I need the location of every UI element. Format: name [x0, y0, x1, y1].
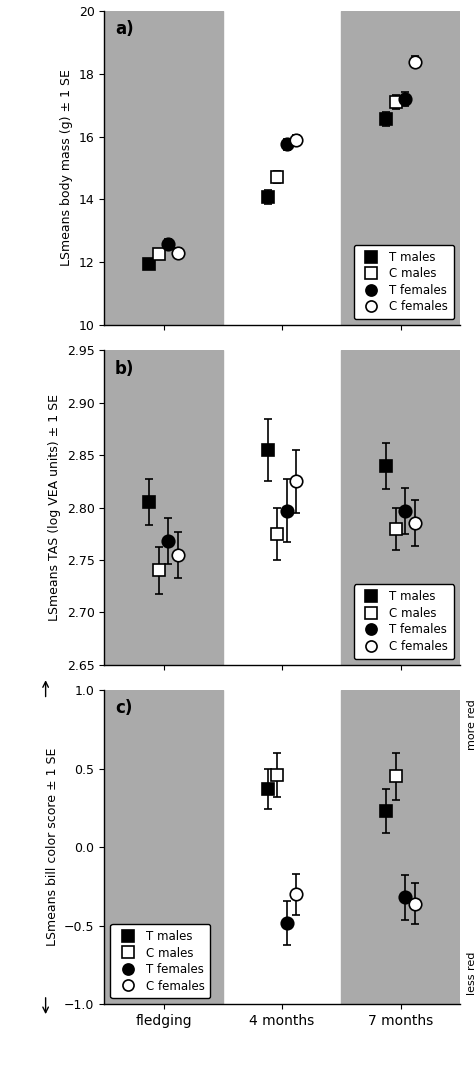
Bar: [341, 11, 460, 325]
Text: less red: less red: [467, 951, 474, 995]
Bar: [341, 350, 460, 665]
Text: c): c): [115, 700, 132, 717]
Legend: T males, C males, T females, C females: T males, C males, T females, C females: [110, 924, 210, 999]
Legend: T males, C males, T females, C females: T males, C males, T females, C females: [354, 245, 454, 320]
Bar: [341, 690, 460, 1004]
Text: b): b): [115, 360, 134, 378]
Y-axis label: LSmeans TAS (log VEA units) ± 1 SE: LSmeans TAS (log VEA units) ± 1 SE: [48, 394, 61, 621]
Text: a): a): [115, 21, 134, 38]
Y-axis label: LSmeans bill color score ± 1 SE: LSmeans bill color score ± 1 SE: [46, 748, 58, 946]
Bar: [104, 350, 223, 665]
Legend: T males, C males, T females, C females: T males, C males, T females, C females: [354, 584, 454, 659]
Y-axis label: LSmeans body mass (g) ± 1 SE: LSmeans body mass (g) ± 1 SE: [60, 69, 73, 267]
Bar: [104, 690, 223, 1004]
Text: more red: more red: [467, 700, 474, 751]
Bar: [104, 11, 223, 325]
